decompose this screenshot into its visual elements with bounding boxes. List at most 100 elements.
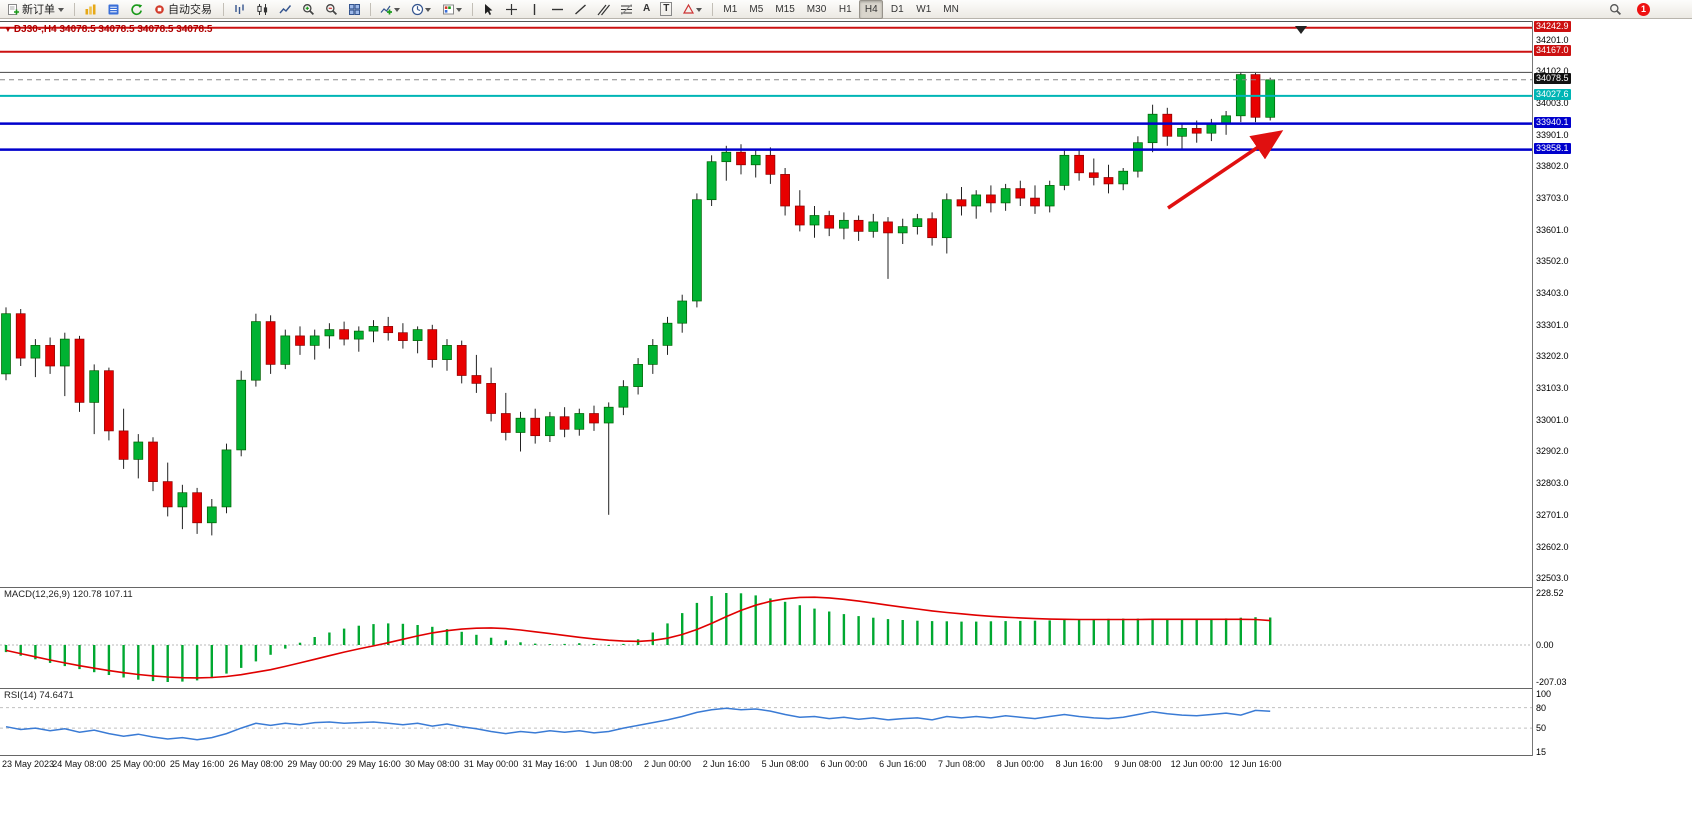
timeframe-h1-button[interactable]: H1 bbox=[838, 3, 852, 15]
crosshair-icon bbox=[506, 3, 517, 15]
price-axis-label: 32701.0 bbox=[1536, 510, 1569, 521]
toolbar-separator bbox=[370, 2, 371, 16]
symbol-marker-icon: ▼ bbox=[4, 25, 12, 34]
zoom-out-icon bbox=[326, 3, 338, 15]
timeframe-toolbar: M1 M5 M15 M30 H1 H4 D1 W1 MN bbox=[717, 0, 964, 19]
time-axis-label: 25 May 00:00 bbox=[111, 759, 166, 769]
price-axis-label: 34201.0 bbox=[1536, 35, 1569, 45]
macd-chart[interactable] bbox=[0, 588, 1532, 688]
bar-chart-button[interactable] bbox=[229, 0, 250, 19]
channel-tool-button[interactable] bbox=[593, 0, 614, 19]
timeframe-w1-button[interactable]: W1 bbox=[916, 3, 932, 15]
price-pane[interactable]: ▼ DJ30-,H4 34078.5 34078.5 34078.5 34078.… bbox=[0, 21, 1532, 588]
price-axis-label: 33403.0 bbox=[1536, 287, 1569, 298]
timeframe-m30-button[interactable]: M30 bbox=[806, 3, 827, 15]
search-icon bbox=[1610, 3, 1622, 15]
chevron-down-icon bbox=[394, 7, 400, 12]
notification-badge[interactable]: 1 bbox=[1637, 2, 1650, 16]
price-axis-label: 33103.0 bbox=[1536, 382, 1569, 393]
macd-axis-label: 228.52 bbox=[1536, 588, 1564, 598]
price-axis-label: 33502.0 bbox=[1536, 256, 1569, 267]
auto-trading-label: 自动交易 bbox=[168, 4, 212, 16]
search-button[interactable] bbox=[1605, 0, 1626, 19]
fibonacci-tool-button[interactable] bbox=[616, 0, 637, 19]
time-axis-label: 9 Jun 08:00 bbox=[1114, 759, 1162, 769]
toolbar-separator bbox=[712, 2, 714, 16]
zoom-out-button[interactable] bbox=[321, 0, 342, 19]
price-axis-label: 32902.0 bbox=[1536, 446, 1569, 457]
rsi-axis-label: 50 bbox=[1536, 723, 1547, 734]
price-badge: 34242.9 bbox=[1534, 20, 1571, 32]
label-tool-button[interactable]: T bbox=[656, 0, 676, 19]
price-axis-label: 33901.0 bbox=[1536, 130, 1569, 140]
price-axis[interactable]: 34201.0 34102.0 34003.0 33901.0 33802.0 33703… bbox=[1532, 20, 1589, 757]
auto-trading-button[interactable]: 自动交易 bbox=[149, 0, 218, 19]
new-order-icon bbox=[8, 3, 19, 15]
main-toolbar: 新订单 自动交易 bbox=[0, 0, 1692, 19]
tile-windows-button[interactable] bbox=[344, 0, 365, 19]
trendline-tool-button[interactable] bbox=[570, 0, 591, 19]
time-axis-label: 30 May 08:00 bbox=[405, 759, 460, 769]
market-watch-icon bbox=[85, 4, 96, 14]
line-chart-button[interactable] bbox=[275, 0, 296, 19]
time-axis-label: 2 Jun 00:00 bbox=[643, 759, 692, 769]
rsi-chart[interactable] bbox=[0, 689, 1532, 755]
candlestick-chart-button[interactable] bbox=[252, 0, 273, 19]
time-axis-label: 8 Jun 16:00 bbox=[1055, 759, 1103, 769]
timeframe-m1-button[interactable]: M1 bbox=[723, 3, 738, 15]
cursor-icon bbox=[485, 3, 493, 15]
vertical-line-tool-button[interactable] bbox=[524, 0, 545, 19]
text-tool-icon: A bbox=[643, 3, 651, 14]
text-tool-button[interactable]: A bbox=[639, 0, 654, 19]
symbol-ohlc-text: DJ30-,H4 34078.5 34078.5 34078.5 34078.5 bbox=[13, 24, 213, 35]
refresh-icon bbox=[131, 3, 143, 15]
price-badge: 34027.6 bbox=[1534, 88, 1571, 100]
data-window-button[interactable] bbox=[103, 0, 124, 19]
line-chart-icon bbox=[279, 4, 292, 13]
time-axis-label: 26 May 08:00 bbox=[228, 759, 284, 769]
time-axis-label: 8 Jun 00:00 bbox=[996, 759, 1044, 769]
macd-pane[interactable]: MACD(12,26,9) 120.78 107.11 bbox=[0, 588, 1532, 689]
cursor-tool-button[interactable] bbox=[478, 0, 499, 19]
vertical-line-icon bbox=[533, 3, 536, 15]
crosshair-tool-button[interactable] bbox=[501, 0, 522, 19]
zoom-in-button[interactable] bbox=[298, 0, 319, 19]
clock-icon bbox=[411, 3, 424, 15]
time-axis-label: 25 May 16:00 bbox=[169, 759, 225, 769]
time-axis-label: 29 May 00:00 bbox=[287, 759, 342, 769]
horizontal-line-tool-button[interactable] bbox=[547, 0, 568, 19]
time-axis-label: 1 Jun 08:00 bbox=[585, 759, 633, 769]
price-axis-label: 33703.0 bbox=[1536, 192, 1569, 203]
horizontal-line-icon bbox=[552, 8, 563, 10]
templates-button[interactable] bbox=[438, 0, 467, 19]
add-indicator-button[interactable] bbox=[376, 0, 405, 19]
refresh-button[interactable] bbox=[126, 0, 147, 19]
timeframe-m15-button[interactable]: M15 bbox=[775, 3, 795, 15]
price-badge: 33940.1 bbox=[1534, 116, 1571, 128]
data-window-icon bbox=[108, 4, 119, 14]
periods-button[interactable] bbox=[407, 0, 436, 19]
timeframe-mn-button[interactable]: MN bbox=[943, 3, 959, 15]
timeframe-m5-button[interactable]: M5 bbox=[749, 3, 764, 15]
shapes-tool-button[interactable] bbox=[678, 0, 707, 19]
market-watch-button[interactable] bbox=[80, 0, 101, 19]
rsi-axis-label: 80 bbox=[1536, 702, 1547, 713]
macd-axis-label: 0.00 bbox=[1536, 640, 1554, 650]
price-axis-label: 33802.0 bbox=[1536, 161, 1569, 172]
time-axis-label: 12 Jun 00:00 bbox=[1170, 759, 1223, 769]
price-axis-label: 32803.0 bbox=[1536, 477, 1569, 488]
chart-window: ▼ DJ30-,H4 34078.5 34078.5 34078.5 34078.… bbox=[0, 20, 1589, 757]
macd-axis-label: -207.03 bbox=[1536, 677, 1567, 687]
rsi-pane[interactable]: RSI(14) 74.6471 bbox=[0, 689, 1532, 756]
time-axis[interactable]: 23 May 2023 24 May 08:00 25 May 00:00 25 Ma… bbox=[0, 757, 1589, 773]
macd-label: MACD(12,26,9) 120.78 107.11 bbox=[4, 589, 133, 600]
new-order-label: 新订单 bbox=[22, 4, 55, 16]
toolbar-separator bbox=[74, 2, 75, 16]
price-axis-label: 32503.0 bbox=[1536, 572, 1569, 583]
timeframe-d1-button[interactable]: D1 bbox=[890, 3, 904, 15]
time-axis-label: 2 Jun 16:00 bbox=[702, 759, 750, 769]
time-axis-label: 31 May 00:00 bbox=[463, 759, 519, 769]
new-order-button[interactable]: 新订单 bbox=[3, 0, 69, 19]
timeframe-h4-button[interactable]: H4 bbox=[859, 0, 884, 19]
candlestick-chart[interactable] bbox=[0, 22, 1532, 587]
